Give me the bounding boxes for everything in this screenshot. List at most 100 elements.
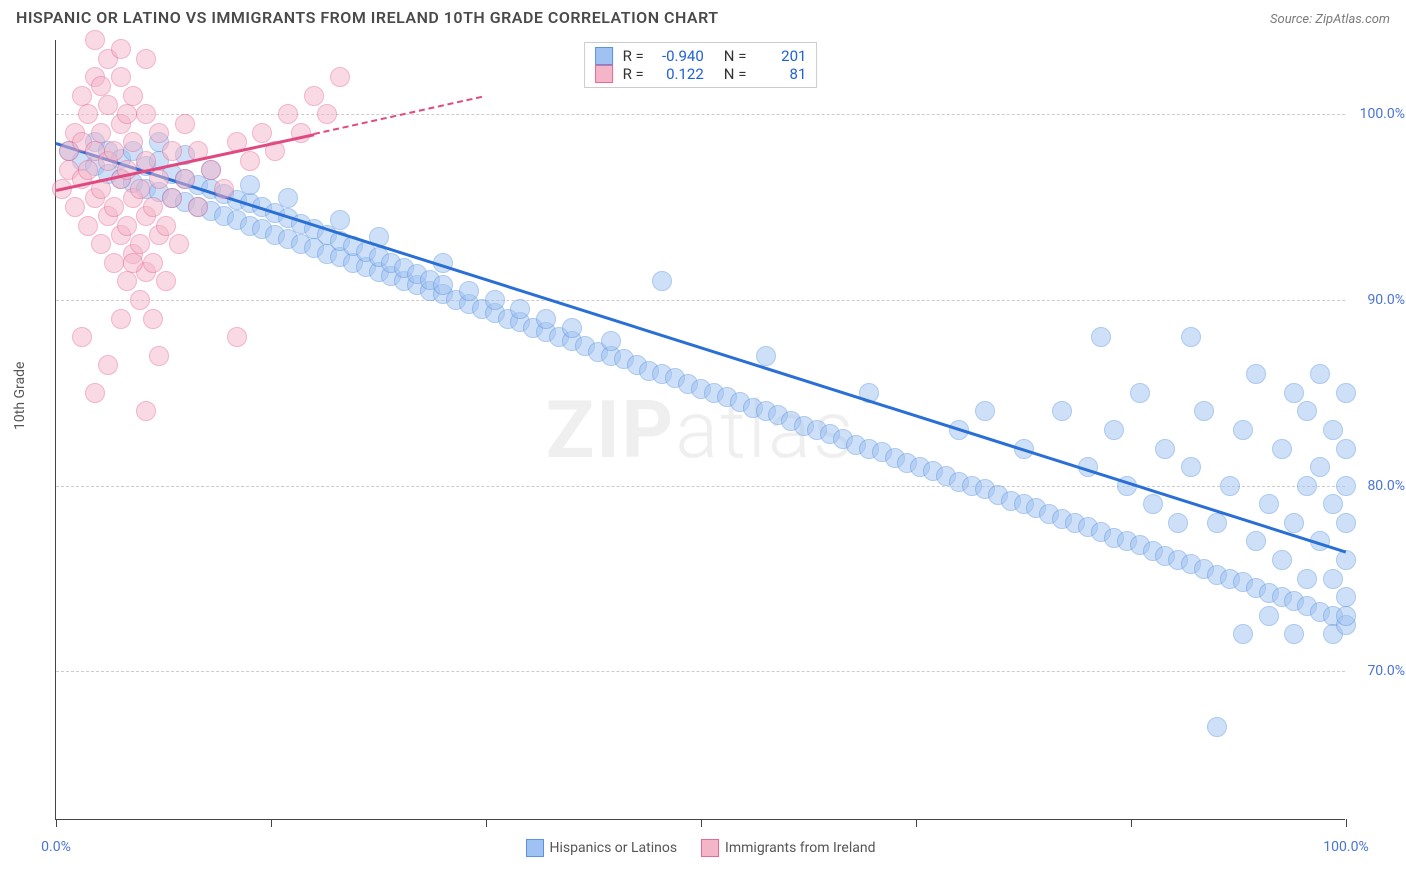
scatter-point [1233, 624, 1253, 644]
scatter-point [1297, 401, 1317, 421]
scatter-point [1336, 513, 1356, 533]
scatter-point [1091, 327, 1111, 347]
x-tick [701, 819, 702, 827]
scatter-point [1336, 439, 1356, 459]
scatter-point [149, 346, 169, 366]
scatter-point [1194, 401, 1214, 421]
x-tick [1131, 819, 1132, 827]
r-value: -0.940 [654, 47, 704, 65]
x-tick [271, 819, 272, 827]
scatter-point [1336, 476, 1356, 496]
scatter-point [85, 30, 105, 50]
scatter-point [1284, 624, 1304, 644]
scatter-point [201, 160, 221, 180]
scatter-point [98, 95, 118, 115]
scatter-point [72, 86, 92, 106]
scatter-point [1323, 420, 1343, 440]
scatter-point [162, 141, 182, 161]
n-label: N = [724, 65, 747, 83]
scatter-point [240, 151, 260, 171]
scatter-point [317, 104, 337, 124]
x-tick-label: 0.0% [41, 839, 71, 855]
scatter-point [1310, 364, 1330, 384]
scatter-point [1297, 476, 1317, 496]
scatter-point [1130, 383, 1150, 403]
y-tick-label: 90.0% [1367, 292, 1405, 308]
x-tick [916, 819, 917, 827]
scatter-point [136, 401, 156, 421]
scatter-point [1336, 383, 1356, 403]
legend-swatch [526, 839, 544, 857]
scatter-point [143, 309, 163, 329]
scatter-point [975, 401, 995, 421]
chart-title: HISPANIC OR LATINO VS IMMIGRANTS FROM IR… [16, 8, 719, 27]
scatter-point [1168, 513, 1188, 533]
scatter-point [143, 253, 163, 273]
chart-source: Source: ZipAtlas.com [1270, 12, 1390, 27]
scatter-point [214, 179, 234, 199]
x-tick [56, 819, 57, 827]
r-label: R = [623, 65, 644, 83]
scatter-point [136, 104, 156, 124]
scatter-point [117, 104, 137, 124]
scatter-point [111, 309, 131, 329]
scatter-point [1336, 550, 1356, 570]
n-value: 81 [756, 65, 806, 83]
scatter-point [156, 271, 176, 291]
scatter-point [1207, 717, 1227, 737]
scatter-point [536, 309, 556, 329]
scatter-point [1336, 587, 1356, 607]
legend-swatch [701, 839, 719, 857]
r-label: R = [623, 47, 644, 65]
gridline [56, 671, 1345, 672]
stats-swatch [595, 65, 613, 83]
scatter-point [756, 346, 776, 366]
scatter-point [117, 216, 137, 236]
scatter-point [601, 331, 621, 351]
scatter-point [98, 355, 118, 375]
scatter-point [149, 169, 169, 189]
scatter-point [175, 169, 195, 189]
scatter-point [111, 67, 131, 87]
scatter-point [1336, 606, 1356, 626]
scatter-point [111, 39, 131, 59]
scatter-point [130, 179, 150, 199]
scatter-point [123, 132, 143, 152]
chart-header: HISPANIC OR LATINO VS IMMIGRANTS FROM IR… [0, 0, 1406, 31]
correlation-stats-box: R =-0.940N =201R =0.122N =81 [584, 42, 818, 88]
scatter-point [562, 318, 582, 338]
scatter-point [91, 123, 111, 143]
stats-swatch [595, 47, 613, 65]
scatter-point [169, 234, 189, 254]
scatter-point [91, 76, 111, 96]
y-tick-label: 70.0% [1367, 663, 1405, 679]
scatter-point [136, 49, 156, 69]
scatter-point [104, 253, 124, 273]
scatter-point [278, 104, 298, 124]
r-value: 0.122 [654, 65, 704, 83]
gridline [56, 300, 1345, 301]
scatter-point [1143, 494, 1163, 514]
scatter-point [330, 67, 350, 87]
y-axis-label: 10th Grade [12, 362, 28, 430]
scatter-point [459, 281, 479, 301]
gridline [56, 486, 1345, 487]
scatter-point [175, 114, 195, 134]
scatter-point [1104, 420, 1124, 440]
scatter-point [1052, 401, 1072, 421]
scatter-point [91, 234, 111, 254]
legend-label: Immigrants from Ireland [725, 840, 875, 856]
legend-label: Hispanics or Latinos [550, 840, 678, 856]
scatter-point [1323, 569, 1343, 589]
scatter-point [130, 234, 150, 254]
scatter-point [1272, 439, 1292, 459]
scatter-point [510, 299, 530, 319]
scatter-point [1259, 606, 1279, 626]
scatter-point [162, 188, 182, 208]
scatter-point [1246, 364, 1266, 384]
n-value: 201 [756, 47, 806, 65]
scatter-point [1233, 420, 1253, 440]
legend-item: Hispanics or Latinos [526, 839, 678, 857]
scatter-point [149, 123, 169, 143]
scatter-point [278, 188, 298, 208]
